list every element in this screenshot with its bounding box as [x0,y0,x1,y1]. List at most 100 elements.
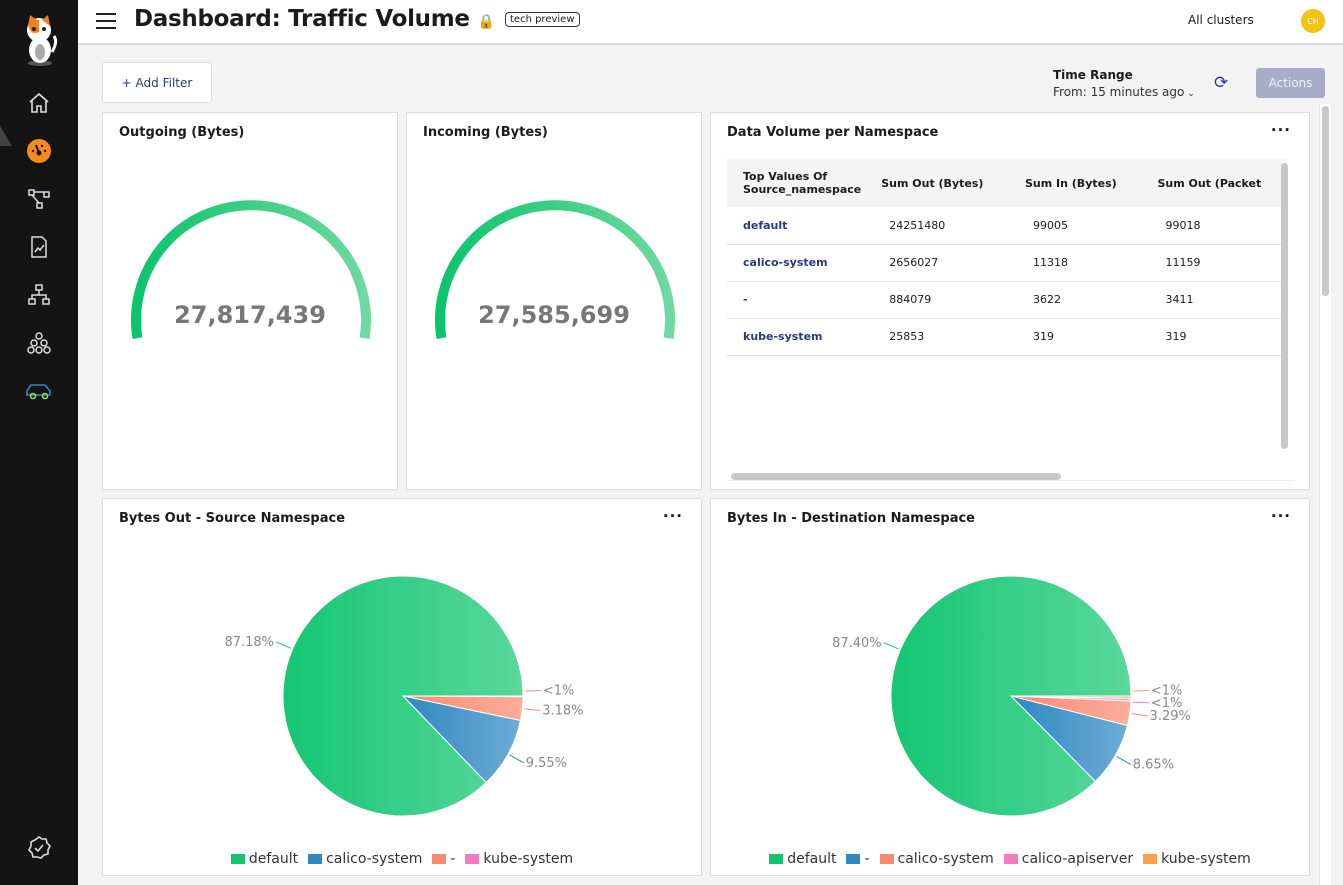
slice-label: <1% [1151,683,1183,698]
panel-title: Data Volume per Namespace [727,125,939,140]
pie-slice-default[interactable] [282,575,524,817]
incoming-panel: Incoming (Bytes) 27,585,699 [406,112,702,490]
gauge-value: 27,585,699 [478,301,630,329]
more-options-icon[interactable]: ··· [1270,121,1291,139]
legend-item[interactable]: calico-apiserver [1003,851,1134,867]
leader-line [1116,756,1132,765]
legend-label: - [450,851,456,867]
legend-item[interactable]: calico-system [308,851,422,867]
table-row: -884079 3622 3411 [727,281,1287,319]
lock-icon: 🔒 [477,14,495,30]
add-filter-button[interactable]: + Add Filter [102,62,212,103]
table-cell: 99005 [1008,207,1142,245]
chevron-down-icon: ⌄ [1184,89,1195,99]
legend-label: default [248,851,299,867]
sidebar [0,0,78,885]
namespace-link[interactable]: - [727,281,866,319]
page-scrollbar[interactable] [1319,104,1331,885]
data-table: Top Values Of Source_namespace Sum Out (… [727,159,1287,356]
column-header[interactable]: Sum In (Bytes) [1008,159,1142,207]
panel-title: Incoming (Bytes) [423,125,548,140]
calico-cat-logo[interactable] [22,12,58,66]
pie-slice-default[interactable] [890,575,1132,817]
vehicle-icon[interactable] [24,376,54,406]
table-cell: 25853 [865,318,1009,356]
namespace-link[interactable]: calico-system [727,244,866,282]
chart-title: Bytes Out - Source Namespace [119,511,346,526]
service-graph-icon[interactable] [24,184,54,214]
legend-item[interactable]: - [846,851,870,867]
pie-chart: <1% 3.18% 9.55% 87.18% [224,575,584,817]
gauge-value: 27,817,439 [174,301,326,329]
vertical-scrollbar[interactable] [1281,163,1288,449]
legend-swatch [465,854,480,864]
column-header[interactable]: Top Values Of Source_namespace [727,159,866,207]
table-row: calico-system 2656027 11318 11159 [727,244,1287,282]
table-cell: 3622 [1008,281,1142,319]
leader-line [883,642,899,650]
column-header[interactable]: Sum Out (Packet [1141,159,1287,207]
legend-swatch [308,854,323,864]
namespace-link[interactable]: default [727,207,866,245]
legend-swatch [230,854,245,864]
legend: default calico-system - kube-system [103,851,701,867]
legend-item[interactable]: kube-system [1143,851,1251,867]
legend-swatch [432,854,447,864]
legend-swatch [1143,854,1158,864]
namespace-table-panel: Data Volume per Namespace ··· Top Values… [710,112,1310,490]
cluster-selector[interactable]: All clusters [1188,13,1254,27]
time-range-picker[interactable]: From: 15 minutes ago ⌄ [1053,85,1195,99]
outgoing-panel: Outgoing (Bytes) 27,817,439 [102,112,398,490]
chart-title: Bytes In - Destination Namespace [727,511,975,526]
top-bar: Dashboard: Traffic Volume 🔒 tech preview… [78,0,1343,45]
table-cell: 24251480 [865,207,1009,245]
slice-label: 87.40% [832,636,882,651]
page-title: Dashboard: Traffic Volume 🔒 [134,6,495,32]
bytes-out-panel: Bytes Out - Source Namespace ··· <1% 3.18… [102,498,702,876]
more-options-icon[interactable]: ··· [1270,507,1291,525]
table-cell: 99018 [1141,207,1287,245]
home-icon[interactable] [24,88,54,118]
slice-label: 3.18% [542,704,583,719]
actions-button[interactable]: Actions [1256,68,1325,98]
time-range-label: Time Range [1053,68,1133,82]
slice-label: <1% [1151,696,1183,711]
legend-item[interactable]: calico-system [879,851,994,867]
table-row: default 24251480 99005 99018 [727,207,1287,245]
table-cell: 3411 [1141,281,1287,319]
slice-label: 9.55% [526,756,567,771]
legend: default - calico-system calico-apiserver kub… [711,851,1309,867]
legend-label: kube-system [483,851,574,867]
legend-item[interactable]: default [769,851,836,867]
network-icon[interactable] [24,280,54,310]
horizontal-scrollbar[interactable] [731,473,1061,480]
legend-item[interactable]: kube-system [465,851,573,867]
leader-line [1132,689,1149,692]
column-header[interactable]: Sum Out (Bytes) [865,159,1009,207]
dashboard-icon[interactable] [24,136,54,166]
table-cell: 2656027 [865,244,1009,282]
more-options-icon[interactable]: ··· [662,507,683,525]
legend-swatch [846,854,861,864]
legend-swatch [879,854,894,864]
refresh-icon[interactable]: ⟳ [1214,73,1229,93]
gauge-arc [131,200,371,339]
leader-line [1131,713,1148,717]
slice-label: 87.18% [224,635,274,650]
policies-icon[interactable] [24,232,54,262]
legend-item[interactable]: - [432,851,455,867]
table-cell: 319 [1141,318,1287,356]
legend-swatch [769,854,784,864]
components-icon[interactable] [24,328,54,358]
menu-icon[interactable] [96,13,116,29]
pie-chart: <1%<1%3.29%8.65%87.40% [832,575,1191,817]
check-badge-icon[interactable] [24,833,54,863]
active-indicator [0,126,12,146]
leader-line [1132,701,1149,704]
legend-label: calico-system [326,851,423,867]
legend-label: calico-apiserver [1021,851,1134,867]
legend-item[interactable]: default [230,851,299,867]
avatar[interactable]: CH [1301,9,1325,33]
namespace-link[interactable]: kube-system [727,318,866,356]
legend-label: - [864,851,870,867]
